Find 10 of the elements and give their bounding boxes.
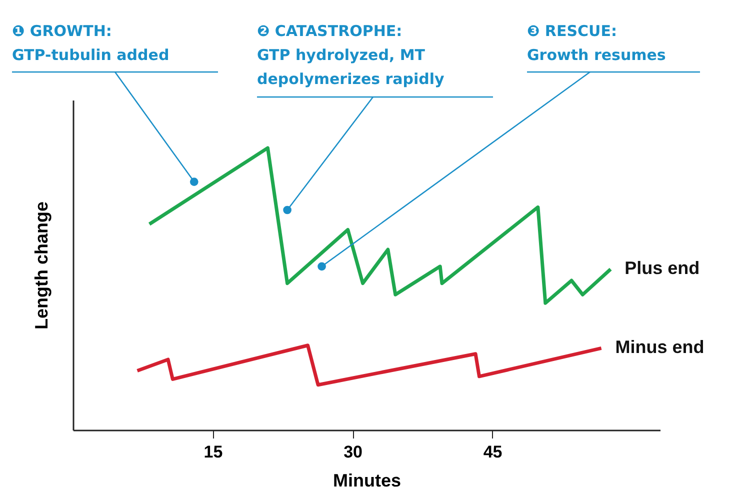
x-tick-label: 30 — [344, 442, 362, 462]
x-tick-label: 15 — [204, 442, 223, 462]
y-axis-title: Length change — [32, 201, 52, 330]
annotation: ❷ CATASTROPHE: GTP hydrolyzed, MT depolymerizes rapidly — [257, 22, 445, 88]
annotation: ❶ GROWTH: GTP-tubulin added — [12, 22, 170, 64]
x-tick-label: 45 — [483, 442, 502, 462]
series-label: Plus end — [624, 258, 700, 278]
x-axis-title: Minutes — [332, 470, 402, 490]
series-label: Minus end — [615, 337, 704, 358]
annotation: ❸ RESCUE: Growth resumes — [527, 22, 666, 64]
